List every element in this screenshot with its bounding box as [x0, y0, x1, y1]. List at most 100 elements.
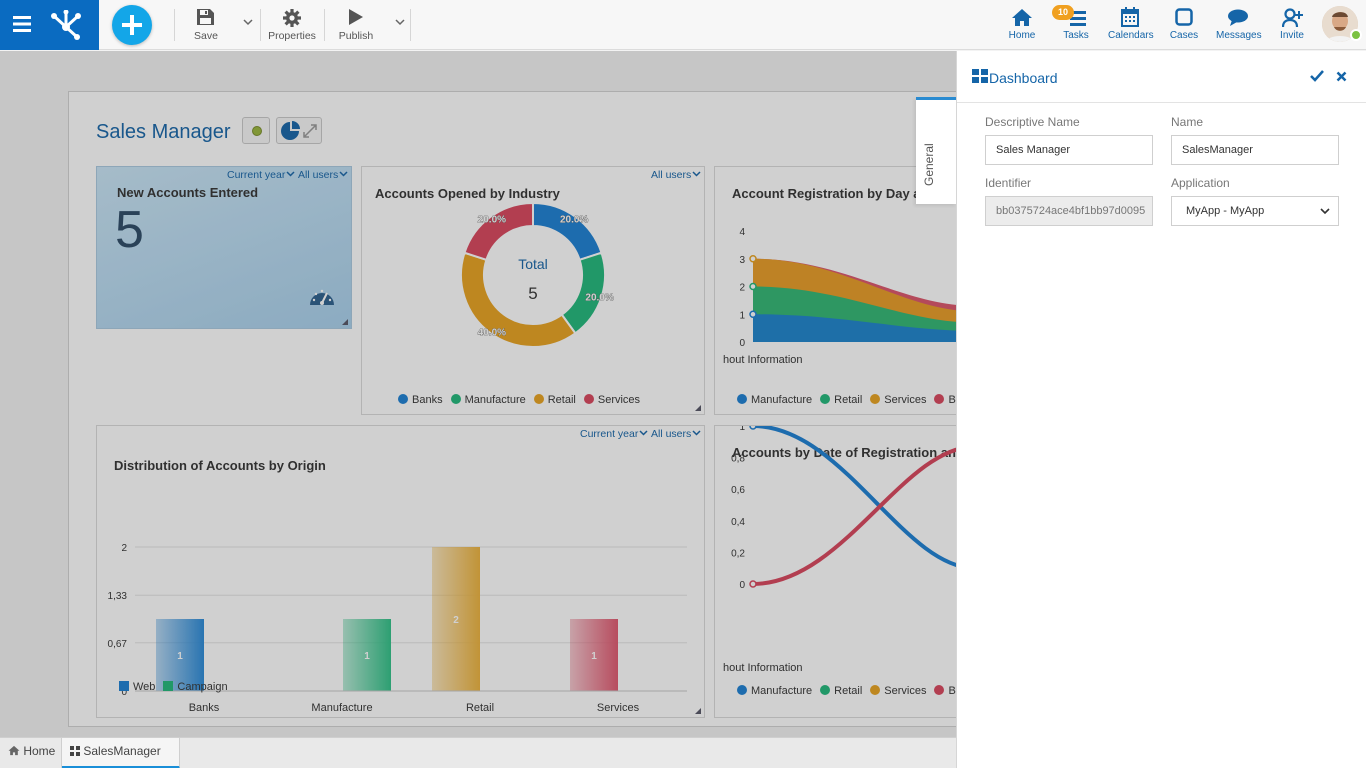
donut-slice	[532, 201, 603, 262]
name-input[interactable]: SalesManager	[1171, 135, 1339, 165]
dashboard-icon	[70, 746, 80, 756]
plus-icon	[122, 15, 142, 35]
legend-label: Banks	[412, 394, 443, 406]
y-tick-label: 0	[121, 687, 127, 698]
close-icon[interactable]	[1336, 71, 1347, 82]
application-selected-value: MyApp - MyApp	[1186, 205, 1265, 217]
app-logo-icon[interactable]	[50, 10, 82, 40]
chart-legend: ManufactureRetailServicesBa	[737, 394, 970, 406]
period-filter[interactable]: Current year	[580, 428, 648, 440]
panel-title: Dashboard	[989, 70, 1058, 86]
chevron-down-icon	[639, 430, 648, 436]
tab-general[interactable]: General	[916, 97, 957, 204]
chart-legend: ManufactureRetailServicesBa	[737, 685, 970, 697]
legend-swatch	[533, 394, 544, 404]
identifier-label: Identifier	[985, 176, 1032, 190]
publish-button[interactable]: Publish	[332, 0, 380, 50]
legend-swatch	[870, 685, 881, 695]
nav-invite-button[interactable]: Invite	[1280, 0, 1304, 50]
toolbar-divider	[324, 9, 325, 41]
y-tick-label: 4	[739, 227, 745, 238]
toolbar-divider	[260, 9, 261, 41]
chevron-down-icon	[286, 171, 295, 177]
widget-by-date[interactable]: Accounts by Date of Registration and 0 0,…	[714, 425, 974, 718]
chevron-down-icon	[243, 19, 253, 26]
legend-item[interactable]: Retail	[820, 394, 862, 406]
status-toggle-button[interactable]	[242, 117, 270, 144]
confirm-check-icon[interactable]	[1310, 70, 1324, 82]
widget-by-origin[interactable]: Current year All users Distribution of A…	[96, 425, 705, 718]
legend-label: Retail	[834, 685, 863, 697]
x-tick-label: Manufacture	[311, 702, 372, 714]
chart-tools-button[interactable]	[276, 117, 322, 144]
legend-item[interactable]: Services	[870, 394, 926, 406]
legend-swatch	[450, 394, 461, 404]
legend-item[interactable]: Services	[870, 685, 926, 697]
users-filter[interactable]: All users	[298, 169, 348, 181]
resize-handle-icon[interactable]	[695, 708, 702, 715]
user-status-dot	[1350, 29, 1362, 41]
y-tick-label: 0,4	[731, 517, 745, 528]
application-label: Application	[1171, 176, 1230, 190]
y-tick-label: 0	[739, 338, 745, 349]
legend-swatch	[119, 681, 129, 691]
legend-label: Services	[884, 394, 927, 406]
legend-item[interactable]: Manufacture	[450, 394, 526, 406]
legend-item[interactable]: Retail	[533, 394, 576, 406]
y-tick-label: 0,2	[731, 548, 745, 559]
widget-new-accounts[interactable]: Current year All users New Accounts Ente…	[96, 166, 352, 329]
application-select[interactable]: MyApp - MyApp	[1171, 196, 1339, 226]
toolbar-divider	[174, 9, 175, 41]
legend-label: Manufacture	[464, 394, 526, 406]
bar	[570, 619, 618, 691]
widget-by-day[interactable]: Account Registration by Day a 0 1 2 3 4 hout…	[714, 166, 974, 415]
y-tick-label: 0,6	[731, 485, 745, 496]
legend-swatch	[737, 685, 747, 695]
resize-handle-icon[interactable]	[695, 405, 702, 412]
legend-item[interactable]: Retail	[820, 685, 862, 697]
kpi-value: 5	[115, 201, 144, 259]
panel-header: Dashboard	[957, 51, 1366, 103]
legend-item[interactable]: Manufacture	[737, 394, 812, 406]
properties-label: Properties	[268, 30, 316, 42]
bar-chart: 0 0,67 1,33 2 1 Banks 1 Manufacture 2 Retail 1 Serv…	[108, 543, 687, 714]
nav-calendars-button[interactable]: Calendars	[1108, 0, 1154, 50]
x-tick-label: Services	[597, 702, 640, 714]
play-icon	[349, 9, 363, 25]
slice-data-label: 20.0%	[560, 214, 588, 225]
legend-item[interactable]: Services	[583, 394, 641, 406]
nav-cases-button[interactable]: Cases	[1170, 0, 1198, 50]
users-filter[interactable]: All users	[651, 428, 701, 440]
legend-item[interactable]: Web	[119, 681, 155, 693]
legend-label: Services	[597, 394, 641, 406]
nav-messages-button[interactable]: Messages	[1216, 0, 1262, 50]
save-dropdown-button[interactable]	[240, 14, 256, 30]
nav-home-button[interactable]: Home	[1009, 0, 1035, 50]
chevron-down-icon	[692, 171, 701, 177]
widget-by-industry[interactable]: All users Accounts Opened by Industry 20…	[361, 166, 705, 415]
descriptive-name-input[interactable]: Sales Manager	[985, 135, 1153, 165]
tab-label: Home	[23, 744, 56, 758]
widget-title: Account Registration by Day a	[732, 186, 921, 201]
properties-button[interactable]: Properties	[266, 0, 318, 50]
legend-item[interactable]: Manufacture	[737, 685, 812, 697]
dashboard-title: Sales Manager	[96, 121, 231, 143]
users-filter-label: All users	[651, 428, 692, 440]
hamburger-menu-icon[interactable]	[13, 15, 33, 33]
users-filter[interactable]: All users	[651, 169, 701, 181]
legend-item[interactable]: Campaign	[163, 681, 228, 693]
resize-handle-icon[interactable]	[342, 319, 349, 326]
legend-item[interactable]: Banks	[398, 394, 443, 406]
bar	[156, 619, 204, 691]
save-button[interactable]: Save	[182, 0, 230, 50]
add-button[interactable]	[112, 5, 152, 45]
legend-swatch	[398, 394, 408, 404]
line-series	[752, 426, 973, 571]
bar-data-label: 1	[177, 651, 183, 662]
period-filter[interactable]: Current year	[227, 169, 295, 181]
publish-dropdown-button[interactable]	[392, 14, 408, 30]
nav-tasks-button[interactable]: 10 Tasks	[1052, 0, 1089, 50]
tab-home[interactable]: Home	[0, 738, 62, 768]
area-point	[749, 282, 757, 291]
tab-salesmanager[interactable]: SalesManager	[62, 738, 180, 768]
